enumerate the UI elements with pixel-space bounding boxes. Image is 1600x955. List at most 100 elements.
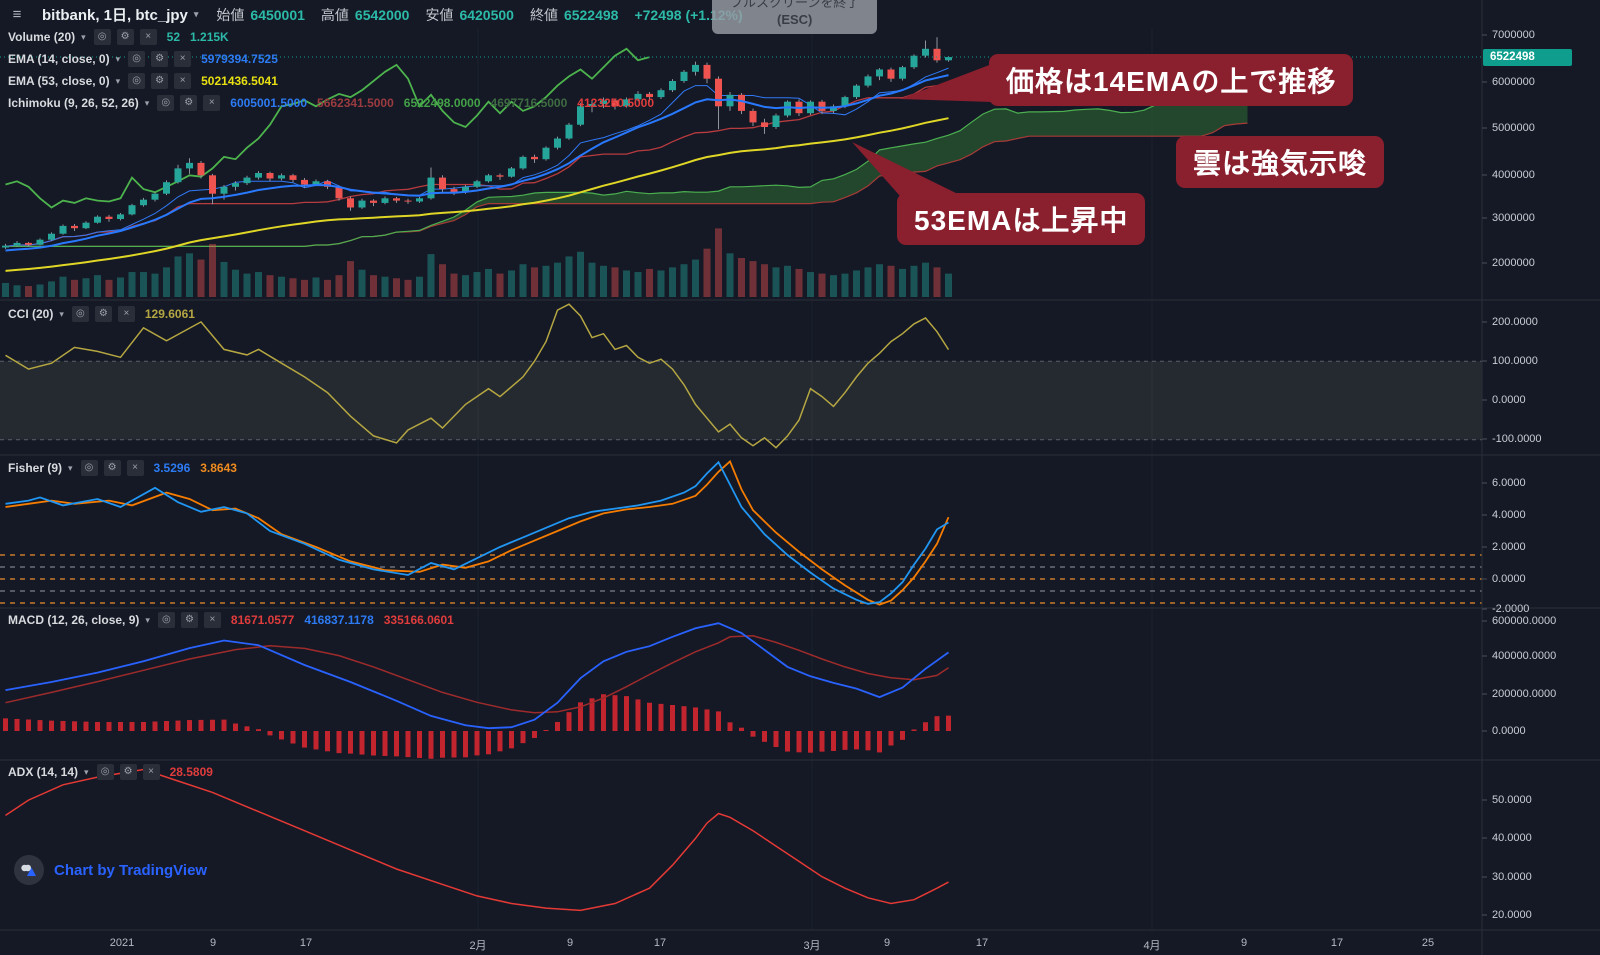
open-label: 始値: [216, 6, 245, 23]
time-label: 9: [209, 937, 217, 949]
settings-icon[interactable]: ⚙: [180, 95, 198, 111]
chevron-down-icon[interactable]: ▾: [68, 462, 73, 473]
symbol-title[interactable]: bitbank, 1日, btc_jpy ▾: [42, 4, 200, 25]
axis-label: 200.0000: [1492, 316, 1538, 328]
axis-label: 100.0000: [1492, 355, 1538, 367]
close-icon[interactable]: ×: [142, 764, 160, 780]
volume-value-1: 52: [166, 30, 181, 44]
chevron-down-icon[interactable]: ▾: [144, 97, 150, 108]
price-axis[interactable]: [1482, 0, 1600, 930]
visibility-icon[interactable]: ◎: [71, 306, 89, 322]
symbol-header: ≡ bitbank, 1日, btc_jpy ▾ 始値 6450001 高値 654…: [8, 4, 743, 25]
high-value: 6542000: [354, 6, 410, 23]
settings-icon[interactable]: ⚙: [119, 764, 137, 780]
legend-cci-title[interactable]: CCI (20): [8, 307, 54, 321]
tooltip-text: フルスクリーンを終了: [730, 0, 860, 10]
volume-value-2: 1.215K: [190, 30, 229, 44]
chevron-down-icon[interactable]: ▾: [115, 75, 121, 86]
open-value: 6450001: [250, 6, 305, 23]
menu-icon[interactable]: ≡: [12, 5, 22, 23]
axis-label: 6.0000: [1492, 477, 1526, 489]
close-icon[interactable]: ×: [126, 460, 144, 476]
legend-volume: Volume (20) ▾ ◎ ⚙ × 52 1.215K: [8, 29, 229, 45]
close-label: 終値: [529, 6, 558, 23]
axis-label: 4000000: [1492, 169, 1535, 181]
axis-label: 6000000: [1492, 76, 1535, 88]
settings-icon[interactable]: ⚙: [180, 612, 198, 628]
fisher-value-1: 3.5296: [153, 461, 191, 475]
axis-label: 5000000: [1492, 122, 1535, 134]
tooltip-esc: (ESC): [776, 12, 813, 27]
last-price-label: 6522498: [1483, 49, 1572, 66]
visibility-icon[interactable]: ◎: [128, 73, 146, 89]
axis-label: 30.0000: [1492, 871, 1532, 883]
axis-label: 4.0000: [1492, 509, 1526, 521]
settings-icon[interactable]: ⚙: [103, 460, 121, 476]
legend-ichimoku-title[interactable]: Ichimoku (9, 26, 52, 26): [8, 96, 139, 110]
legend-ema14-title[interactable]: EMA (14, close, 0): [8, 52, 110, 66]
legend-ema53-title[interactable]: EMA (53, close, 0): [8, 74, 110, 88]
close-icon[interactable]: ×: [139, 29, 157, 45]
chevron-down-icon[interactable]: ▾: [84, 766, 89, 777]
axis-label: 50.0000: [1492, 794, 1532, 806]
annotation-cloud-bullish[interactable]: 雲は強気示唆: [1176, 136, 1385, 188]
settings-icon[interactable]: ⚙: [94, 306, 112, 322]
chevron-down-icon[interactable]: ▾: [59, 308, 64, 319]
visibility-icon[interactable]: ◎: [128, 51, 146, 67]
axis-label: 400000.0000: [1492, 650, 1557, 662]
fisher-value-2: 3.8643: [200, 461, 237, 475]
annotation-price-above-ema14[interactable]: 価格は14EMAの上で推移: [989, 54, 1354, 106]
high-label: 高値: [320, 6, 349, 23]
settings-icon[interactable]: ⚙: [151, 51, 169, 67]
chevron-down-icon[interactable]: ▾: [81, 31, 86, 42]
chevron-down-icon: ▾: [193, 9, 199, 19]
legend-macd-title[interactable]: MACD (12, 26, close, 9): [8, 613, 140, 627]
tradingview-logo-text: Chart by TradingView: [54, 861, 208, 879]
legend-macd: MACD (12, 26, close, 9) ▾ ◎ ⚙ × 81671.05…: [8, 612, 454, 628]
legend-ichimoku: Ichimoku (9, 26, 52, 26) ▾ ◎ ⚙ × 6005001…: [8, 95, 654, 111]
settings-icon[interactable]: ⚙: [151, 73, 169, 89]
close-icon[interactable]: ×: [117, 306, 135, 322]
ichimoku-value-1: 6005001.5000: [230, 96, 308, 110]
chevron-down-icon[interactable]: ▾: [115, 53, 121, 64]
ema14-value: 5979394.7525: [201, 52, 278, 66]
legend-fisher: Fisher (9) ▾ ◎ ⚙ × 3.5296 3.8643: [8, 460, 237, 476]
axis-label: 2000000: [1492, 257, 1535, 269]
legend-volume-title[interactable]: Volume (20): [8, 30, 76, 44]
axis-label: 600000.0000: [1492, 615, 1557, 627]
close-icon[interactable]: ×: [174, 73, 192, 89]
close-icon[interactable]: ×: [203, 612, 221, 628]
cci-value: 129.6061: [144, 307, 195, 321]
legend-adx: ADX (14, 14) ▾ ◎ ⚙ × 28.5809: [8, 764, 213, 780]
annotation-ema53-rising[interactable]: 53EMAは上昇中: [897, 193, 1146, 245]
visibility-icon[interactable]: ◎: [93, 29, 111, 45]
macd-value-2: 416837.1178: [304, 613, 374, 627]
visibility-icon[interactable]: ◎: [96, 764, 114, 780]
tradingview-attribution[interactable]: Chart by TradingView: [14, 855, 207, 885]
close-icon[interactable]: ×: [174, 51, 192, 67]
axis-label: 0.0000: [1492, 394, 1526, 406]
ichimoku-value-5: 4123250.5000: [577, 96, 655, 110]
ichimoku-value-4: 4697716.5000: [490, 96, 568, 110]
legend-ema14: EMA (14, close, 0) ▾ ◎ ⚙ × 5979394.7525: [8, 51, 278, 67]
visibility-icon[interactable]: ◎: [157, 612, 175, 628]
legend-fisher-title[interactable]: Fisher (9): [8, 461, 63, 475]
chevron-down-icon[interactable]: ▾: [145, 614, 150, 625]
legend-ema53: EMA (53, close, 0) ▾ ◎ ⚙ × 5021436.5041: [8, 73, 278, 89]
legend-cci: CCI (20) ▾ ◎ ⚙ × 129.6061: [8, 306, 195, 322]
tradingview-logo-icon: [14, 855, 44, 885]
time-label: 9: [566, 937, 574, 949]
visibility-icon[interactable]: ◎: [157, 95, 175, 111]
time-label: 17: [653, 937, 667, 949]
macd-value-1: 81671.0577: [230, 613, 295, 627]
adx-value: 28.5809: [169, 765, 213, 779]
visibility-icon[interactable]: ◎: [80, 460, 98, 476]
settings-icon[interactable]: ⚙: [116, 29, 134, 45]
axis-label: 40.0000: [1492, 832, 1532, 844]
close-icon[interactable]: ×: [203, 95, 221, 111]
legend-adx-title[interactable]: ADX (14, 14): [8, 765, 79, 779]
axis-label: 200000.0000: [1492, 688, 1557, 700]
time-label: 3月: [803, 940, 821, 952]
time-axis[interactable]: [0, 930, 1600, 955]
